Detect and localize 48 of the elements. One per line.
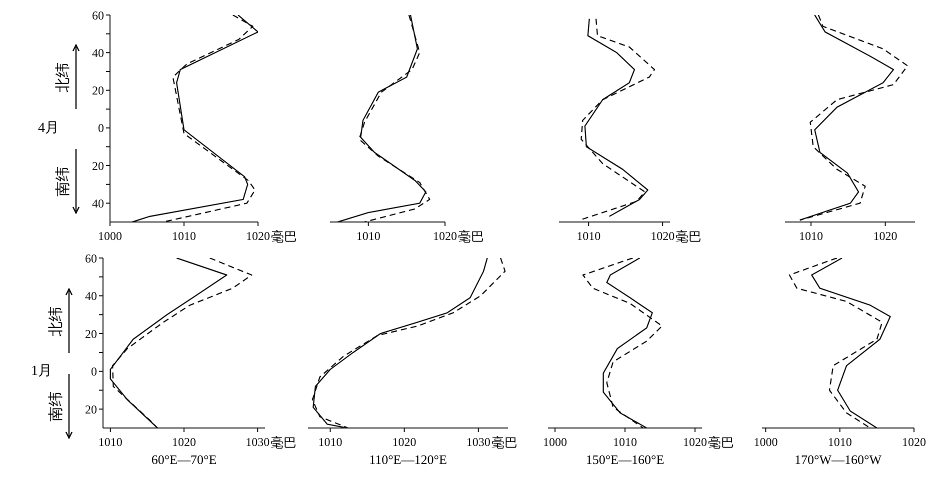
- text: 170°W—160°W: [794, 452, 882, 468]
- y-tick-label: 20: [92, 158, 104, 173]
- x-axis-title: 毫巴: [458, 228, 484, 246]
- text: 北纬: [47, 305, 66, 338]
- x-tick-label: 1010: [576, 229, 601, 243]
- y-tick-label: 20: [92, 84, 104, 98]
- y-tick-label: 20: [85, 326, 97, 341]
- y-tick-label: 40: [92, 46, 104, 60]
- x-tick-label: 1010: [172, 229, 196, 243]
- x-tick-label: 1010: [799, 229, 823, 243]
- x-tick-label: 1030: [466, 435, 490, 449]
- y-tick-label: 40: [92, 196, 104, 210]
- y-axis-title: 4月: [38, 120, 59, 137]
- x-tick-label: 1020: [650, 229, 675, 243]
- text: 60°E—70°E: [150, 452, 218, 468]
- x-tick-label: 1010: [356, 229, 380, 243]
- x-tick-label: 1020: [433, 229, 457, 243]
- x-tick-label: 1020: [873, 229, 898, 243]
- x-axis-title: 毫巴: [270, 434, 297, 452]
- x-tick-label: 1020: [172, 435, 196, 449]
- x-axis-title: 毫巴: [271, 228, 297, 246]
- x-axis-title: 毫巴: [491, 434, 518, 452]
- x-tick-label: 1010: [613, 435, 637, 449]
- x-tick-label: 1020: [902, 435, 926, 449]
- y-tick-label: 0: [98, 121, 104, 136]
- x-tick-label: 1010: [98, 435, 122, 449]
- x-tick-label: 1000: [543, 435, 567, 449]
- x-tick-label: 1020: [246, 229, 270, 243]
- text: 110°E—120°E: [368, 452, 448, 468]
- y-tick-label: 20: [85, 402, 97, 416]
- x-tick-label: 1000: [98, 229, 122, 243]
- x-tick-label: 1020: [392, 435, 416, 449]
- y-tick-label: 60: [92, 8, 104, 22]
- text: 北纬: [54, 62, 72, 95]
- y-tick-label: 60: [85, 251, 97, 266]
- y-tick-label: 40: [85, 289, 97, 304]
- text: 南纬: [54, 165, 72, 198]
- x-tick-label: 1010: [828, 435, 852, 449]
- y-axis-title: 1月: [31, 363, 52, 380]
- x-tick-label: 1000: [754, 435, 778, 449]
- x-tick-label: 1030: [246, 435, 270, 449]
- text: 南纬: [47, 390, 66, 424]
- y-tick-label: 0: [91, 364, 97, 379]
- text: 150°E—160°E: [584, 452, 666, 468]
- x-axis-title: 毫巴: [708, 434, 734, 452]
- x-axis-title: 毫巴: [676, 228, 702, 246]
- x-tick-label: 1020: [683, 435, 707, 449]
- x-tick-label: 1010: [318, 435, 342, 449]
